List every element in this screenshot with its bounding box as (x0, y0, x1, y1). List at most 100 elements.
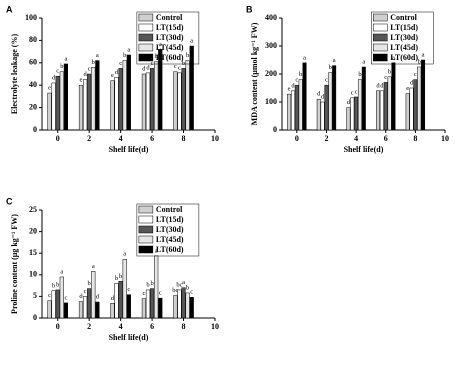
bar (302, 62, 307, 131)
bar (154, 61, 159, 131)
significance-letter: c (56, 68, 59, 75)
significance-letter: b (299, 71, 302, 78)
legend-label: Control (156, 205, 183, 214)
bar (83, 296, 88, 319)
significance-letter: c (48, 292, 51, 299)
bar (405, 93, 410, 131)
y-tick-label: 300 (265, 41, 277, 50)
bar (150, 68, 155, 131)
panel-label: C (6, 196, 13, 206)
significance-letter: a (190, 37, 193, 44)
legend-label: LT(45d) (156, 43, 184, 52)
y-tick-label: 200 (265, 69, 277, 78)
legend-swatch (373, 43, 388, 52)
y-tick-label: 15 (29, 248, 37, 257)
bar (51, 290, 56, 319)
legend-label: LT(60d) (156, 245, 184, 254)
significance-letter: b (358, 71, 361, 78)
x-tick-label: 10 (211, 322, 219, 331)
significance-letter: d (142, 65, 146, 72)
significance-letter: a (333, 57, 336, 64)
bar (63, 63, 68, 131)
bar (332, 65, 337, 131)
significance-letter: b (418, 58, 421, 65)
bar (87, 288, 92, 319)
bar (379, 90, 384, 131)
legend-label: LT(15d) (390, 23, 418, 32)
bar (141, 73, 147, 131)
bar (421, 59, 426, 131)
significance-letter: a (60, 268, 63, 275)
significance-letter: d (146, 64, 150, 71)
x-tick-label: 6 (384, 134, 388, 143)
bar (150, 288, 155, 319)
legend-label: Control (156, 13, 183, 22)
x-tick-label: 0 (295, 134, 299, 143)
x-tick-label: 10 (211, 134, 219, 143)
significance-letter: b (329, 64, 332, 71)
legend-label: LT(45d) (156, 235, 184, 244)
significance-letter: b (60, 63, 63, 70)
x-tick-label: 6 (150, 322, 154, 331)
significance-letter: a (182, 279, 185, 286)
legend-label: LT(60d) (156, 53, 184, 62)
significance-letter: b (155, 53, 158, 60)
significance-letter: c (142, 290, 145, 297)
legend-box (371, 11, 434, 65)
bar (141, 298, 147, 319)
significance-letter: e (406, 85, 409, 92)
bar (63, 302, 68, 319)
bar (78, 84, 84, 131)
significance-letter: c (159, 290, 162, 297)
bar (87, 73, 92, 131)
y-tick-label: 25 (29, 205, 37, 214)
bar (122, 60, 127, 131)
bar (298, 79, 303, 131)
legend-swatch (373, 13, 388, 22)
x-tick-label: 8 (413, 134, 417, 143)
bar (118, 281, 123, 319)
significance-letter: e (111, 72, 114, 79)
significance-letter: d (291, 82, 295, 89)
bar (114, 283, 119, 319)
bar (78, 301, 84, 319)
panel-label: A (6, 4, 13, 14)
significance-letter: e (48, 85, 51, 92)
bar (294, 84, 299, 131)
significance-letter: d (380, 82, 384, 89)
significance-letter: b (56, 281, 59, 288)
bar (350, 97, 355, 131)
bar (185, 292, 190, 319)
x-axis-title: Shelf life(d) (344, 145, 384, 154)
bar (376, 90, 381, 131)
y-tick-label: 0 (33, 313, 37, 322)
bar (189, 45, 194, 131)
significance-letter: c (174, 63, 177, 70)
bar (47, 300, 52, 319)
significance-letter: a (392, 54, 395, 61)
bar (316, 98, 321, 131)
bar (158, 49, 163, 131)
significance-letter: b (150, 280, 153, 287)
bar (126, 294, 131, 319)
legend-label: LT(45d) (390, 43, 418, 52)
legend-label: Control (390, 13, 417, 22)
legend-label: LT(15d) (156, 23, 184, 32)
significance-letter: e (80, 77, 83, 84)
significance-letter: b (388, 68, 391, 75)
bar (391, 62, 396, 131)
legend-swatch (138, 23, 154, 32)
y-tick-label: 400 (265, 13, 277, 22)
y-axis-title: MDA content (μmol kg⁻¹ FW) (250, 22, 259, 125)
x-tick-label: 0 (56, 134, 60, 143)
significance-letter: d (115, 69, 119, 76)
legend-swatch (373, 23, 388, 32)
y-axis-title: Electrolyte leakage (%) (10, 34, 19, 115)
bar (177, 289, 182, 319)
x-tick-label: 2 (324, 134, 328, 143)
significance-letter: d (79, 293, 83, 300)
bar (145, 72, 151, 131)
bar (328, 72, 333, 131)
significance-letter: c (355, 88, 358, 95)
significance-letter: d (83, 71, 87, 78)
